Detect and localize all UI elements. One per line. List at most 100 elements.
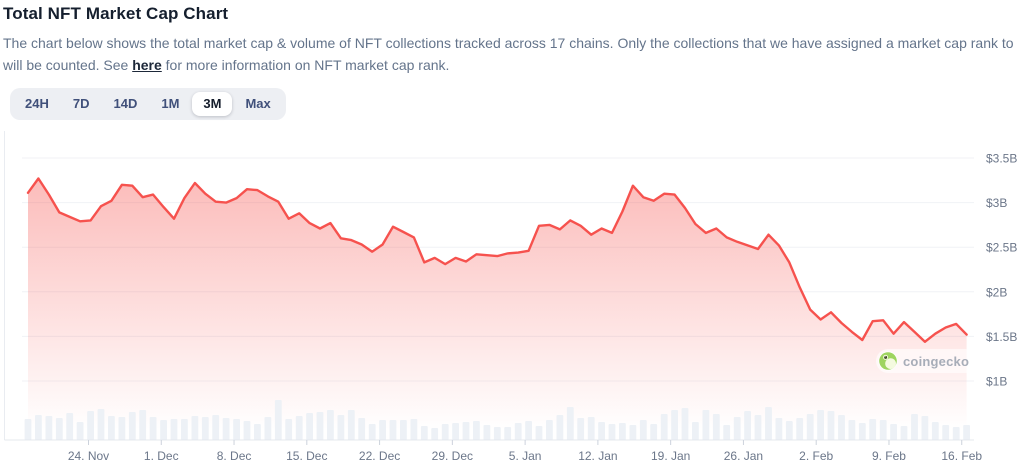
volume-bar [441, 424, 449, 440]
volume-bar [400, 420, 407, 440]
volume-bar [744, 411, 751, 440]
volume-bar [806, 414, 814, 440]
description-text-after: for more information on NFT market cap r… [165, 57, 450, 73]
x-axis-label: 1. Dec [144, 449, 179, 463]
coingecko-gecko-icon [878, 351, 898, 371]
volume-bar [389, 420, 397, 440]
volume-bar [514, 423, 522, 440]
timeframe-button-max[interactable]: Max [234, 92, 281, 116]
volume-bar [629, 425, 637, 440]
y-axis-label: $3B [986, 196, 1007, 210]
volume-bar [97, 409, 105, 440]
timeframe-button-7d[interactable]: 7D [62, 92, 101, 116]
volume-bar [170, 419, 178, 440]
volume-bar [420, 426, 428, 440]
volume-bar [274, 400, 282, 440]
description-text-before: The chart below shows the total market c… [3, 35, 1014, 73]
volume-bar [462, 422, 470, 440]
volume-bar [702, 410, 710, 440]
volume-bar [608, 424, 616, 440]
x-axis-label: 29. Dec [432, 449, 473, 463]
volume-bar [858, 423, 866, 440]
volume-bar [149, 417, 157, 440]
timeframe-button-3m[interactable]: 3M [192, 92, 233, 116]
volume-bar [681, 408, 689, 440]
volume-bar [931, 422, 939, 440]
y-axis-label: $1B [986, 375, 1007, 389]
volume-bar [566, 407, 574, 440]
volume-bar [55, 418, 63, 440]
volume-bar [942, 425, 950, 440]
volume-bar [108, 416, 115, 440]
volume-bar [264, 417, 272, 440]
x-axis-label: 2. Feb [799, 449, 833, 463]
x-axis-label: 26. Jan [724, 449, 763, 463]
volume-bar [254, 424, 261, 440]
volume-bar [452, 423, 459, 440]
volume-bar [181, 419, 188, 440]
timeframe-button-14d[interactable]: 14D [102, 92, 148, 116]
volume-bar [233, 419, 240, 440]
chart-axes [4, 131, 974, 445]
coingecko-watermark-text: coingecko [903, 353, 970, 369]
volume-bar [35, 415, 42, 440]
timeframe-selector: 24H 7D 14D 1M 3M Max [10, 88, 286, 120]
chart-canvas[interactable]: $3.5B $3B $2.5B $2B $1.5B $1B 24. Nov 1. Dec 8. … [0, 130, 1024, 467]
x-axis-label: 16. Feb [941, 449, 982, 463]
volume-bar [295, 416, 303, 440]
market-cap-area-fill [28, 178, 967, 440]
volume-bar [723, 425, 731, 440]
volume-bar [160, 420, 167, 440]
volume-bar [556, 415, 564, 440]
volume-bar [243, 421, 251, 440]
here-link[interactable]: here [132, 57, 162, 73]
timeframe-button-24h[interactable]: 24H [14, 92, 60, 116]
x-axis-label: 9. Feb [872, 449, 906, 463]
y-axis-label: $1.5B [986, 330, 1017, 344]
volume-bar [879, 420, 887, 440]
volume-bar [890, 424, 897, 440]
volume-bar [765, 407, 772, 440]
volume-bar [87, 411, 94, 440]
volume-bar [285, 419, 293, 440]
volume-bar [692, 422, 699, 440]
volume-bar [712, 414, 720, 440]
volume-bar [660, 414, 668, 440]
volume-bar [598, 422, 605, 440]
volume-bar [848, 420, 856, 440]
volume-bar [45, 416, 53, 440]
volume-bar [347, 410, 355, 440]
volume-bar [212, 415, 220, 440]
volume-bar [577, 418, 585, 440]
volume-bar [963, 425, 970, 440]
volume-bar [869, 419, 877, 440]
volume-bar [24, 419, 32, 440]
volume-bar [431, 428, 439, 440]
volume-bar [796, 418, 804, 440]
y-axis-label: $2.5B [986, 241, 1017, 255]
x-axis-label: 22. Dec [359, 449, 400, 463]
volume-bar [306, 413, 313, 440]
x-axis-label: 8. Dec [217, 449, 252, 463]
volume-bar [921, 416, 929, 440]
volume-bar [410, 419, 418, 440]
chart-axis-labels: $3.5B $3B $2.5B $2B $1.5B $1B 24. Nov 1. Dec 8. … [68, 152, 1018, 464]
volume-bar [483, 425, 491, 440]
volume-bar [775, 418, 783, 440]
coingecko-watermark: coingecko [876, 349, 978, 373]
volume-bar [827, 411, 835, 440]
volume-bar [118, 417, 126, 440]
volume-bar [911, 414, 918, 440]
volume-bar [619, 423, 626, 440]
volume-bar [785, 421, 793, 440]
volume-bar [316, 412, 324, 440]
market-cap-area-series [26, 177, 968, 440]
x-axis-label: 5. Jan [509, 449, 542, 463]
volume-bar [733, 417, 741, 440]
volume-bar [587, 417, 595, 440]
timeframe-button-1m[interactable]: 1M [150, 92, 190, 116]
y-axis-label: $2B [986, 285, 1007, 299]
y-axis-label: $3.5B [986, 152, 1017, 166]
volume-bar [473, 421, 480, 440]
